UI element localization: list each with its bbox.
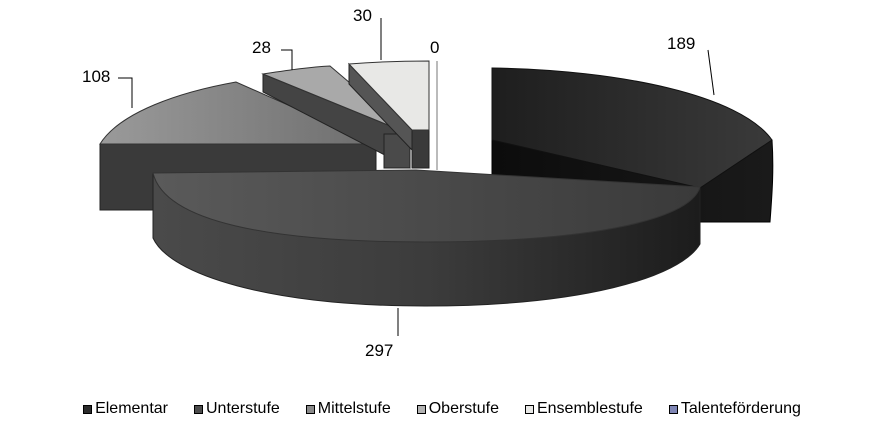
data-label-mittelstufe: 108 [82,67,110,86]
leader-line-oberstufe [281,49,293,70]
legend-label-ensemblestufe: Ensemblestufe [536,400,643,417]
legend-item-talentefoerderung: Talenteförderung [668,400,801,418]
legend-label-unterstufe: Unterstufe [205,400,280,417]
legend-swatch-elementar [83,404,93,414]
legend-item-oberstufe: Oberstufe [416,400,499,418]
legend-swatch-talentefoerderung [668,404,678,414]
slice-mittelstufe-top [99,81,377,145]
legend-label-mittelstufe: Mittelstufe [317,400,391,417]
legend-swatch-oberstufe [416,404,426,414]
legend: Elementar Unterstufe Mittelstufe Oberstu… [0,400,884,418]
slice-unterstufe-top [152,169,701,243]
slice-elementar-top [491,67,773,189]
legend-label-oberstufe: Oberstufe [428,400,499,417]
slice-oberstufe-top [261,65,411,135]
leader-line-mittelstufe [118,77,133,108]
legend-swatch-mittelstufe [305,404,315,414]
legend-label-elementar: Elementar [95,400,168,417]
slice-ensemblestufe-top [347,60,430,131]
legend-swatch-ensemblestufe [524,404,534,414]
legend-label-talentefoerderung: Talenteförderung [680,400,801,417]
leader-line-elementar [707,49,715,96]
legend-item-ensemblestufe: Ensemblestufe [524,400,643,418]
data-label-ensemblestufe: 30 [353,6,372,25]
data-label-unterstufe: 297 [365,341,393,360]
legend-item-elementar: Elementar [83,400,168,418]
data-label-talentefoerderung: 0 [430,38,439,57]
slice-ensemblestufe-front [411,129,430,169]
slice-elementar [491,67,774,223]
legend-swatch-unterstufe [193,404,203,414]
slice-oberstufe [261,65,411,169]
legend-item-unterstufe: Unterstufe [193,400,280,418]
legend-item-mittelstufe: Mittelstufe [305,400,391,418]
data-label-oberstufe: 28 [252,38,271,57]
data-label-elementar: 189 [667,34,695,53]
slice-unterstufe [152,169,701,307]
slice-ensemblestufe [347,60,430,169]
